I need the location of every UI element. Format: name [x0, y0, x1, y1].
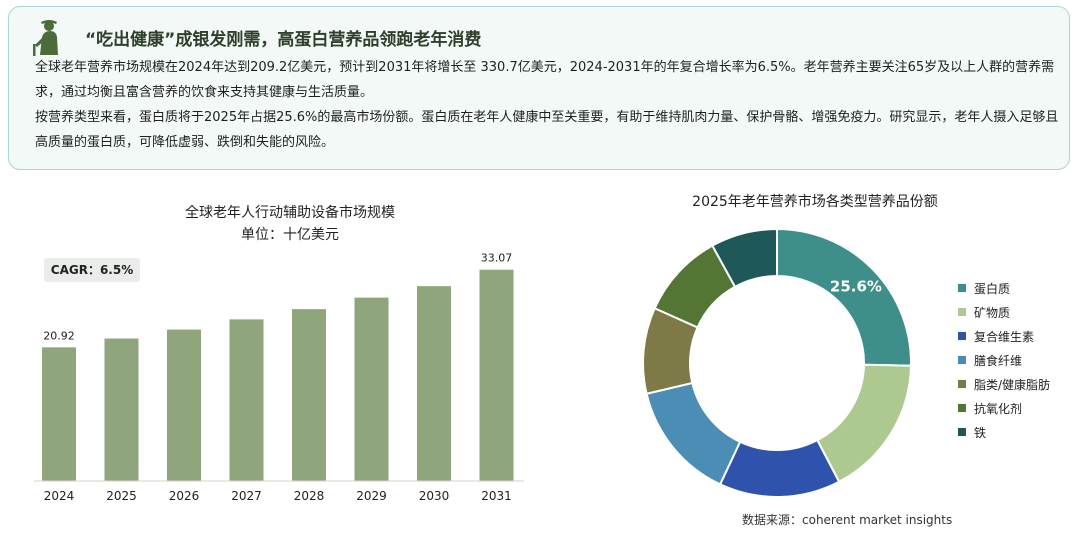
legend-label: 抗氧化剂 [974, 401, 1023, 416]
donut-chart-title: 2025年老年营养市场各类型营养品份额 [692, 194, 938, 210]
x-tick-label: 2030 [419, 489, 450, 503]
bar-data-label: 33.07 [481, 252, 513, 265]
donut-slice [645, 381, 742, 486]
donut-legend: 蛋白质矿物质复合维生素膳食纤维脂类/健康脂肪 抗氧化剂铁 [958, 276, 1050, 444]
donut-slice [815, 363, 912, 484]
bar-2027 [229, 319, 264, 481]
bar-2029 [354, 297, 389, 481]
bar-2026 [167, 329, 201, 481]
bar-chart-subtitle: 单位：十亿美元 [241, 227, 339, 243]
legend-swatch [958, 284, 966, 292]
headline: “吃出健康”成银发刚需，高蛋白营养品领跑老年消费 [85, 30, 482, 50]
legend-label: 铁 [974, 425, 987, 440]
legend-label: 膳食纤维 [974, 353, 1023, 368]
x-tick-label: 2025 [106, 489, 137, 503]
bar-2025 [104, 338, 139, 481]
legend-swatch [958, 428, 966, 436]
legend-swatch [958, 404, 966, 412]
summary-paragraph-1: 全球老年营养市场规模在2024年达到209.2亿美元，预计到2031年将增长至 … [35, 60, 1055, 100]
legend-swatch [958, 380, 966, 388]
legend-label: 复合维生素 [974, 329, 1035, 344]
legend-item: 抗氧化剂 [958, 396, 1050, 420]
legend-item: 铁 [958, 420, 1050, 444]
bar-chart: 2024 20.92 2025 2026 2027 2028 2029 2030 2031 33.… [34, 252, 524, 503]
legend-label: 脂类/健康脂肪 [974, 377, 1051, 392]
legend-swatch [958, 332, 966, 340]
donut-slice [710, 227, 778, 289]
x-tick-label: 2027 [231, 489, 262, 503]
elder-person-icon [33, 20, 58, 56]
legend-label: 蛋白质 [974, 281, 1011, 296]
bar-chart-title: 全球老年人行动辅助设备市场规模 [185, 205, 395, 221]
bar-data-label: 20.92 [43, 329, 75, 342]
x-tick-label: 2031 [481, 489, 512, 503]
x-tick-label: 2026 [169, 489, 200, 503]
summary-box: “吃出健康”成银发刚需，高蛋白营养品领跑老年消费 全球老年营养市场规模在2024… [8, 6, 1070, 170]
slice-label: 25.6% [830, 278, 882, 296]
legend-item: 复合维生素 [958, 324, 1050, 348]
x-tick-label: 2024 [44, 489, 75, 503]
bar-2028 [292, 309, 326, 481]
cagr-badge: CAGR：6.5% [44, 258, 140, 282]
x-tick-label: 2028 [294, 489, 325, 503]
data-source: 数据来源：coherent market insights [742, 513, 953, 527]
bar-2024 [42, 347, 76, 481]
legend-swatch [958, 308, 966, 316]
x-tick-label: 2029 [356, 489, 387, 503]
donut-slice [718, 438, 841, 498]
bar-2031 [479, 269, 514, 481]
legend-item: 矿物质 [958, 300, 1050, 324]
legend-swatch [958, 356, 966, 364]
bar-2030 [417, 286, 451, 481]
summary-paragraph-2: 按营养类型来看，蛋白质将于2025年占据25.6%的最高市场份额。蛋白质在老年人… [35, 110, 1059, 150]
legend-item: 脂类/健康脂肪 [958, 372, 1050, 396]
donut-slice [776, 227, 912, 367]
legend-item: 膳食纤维 [958, 348, 1050, 372]
legend-item: 蛋白质 [958, 276, 1050, 300]
legend-label: 矿物质 [974, 305, 1011, 320]
